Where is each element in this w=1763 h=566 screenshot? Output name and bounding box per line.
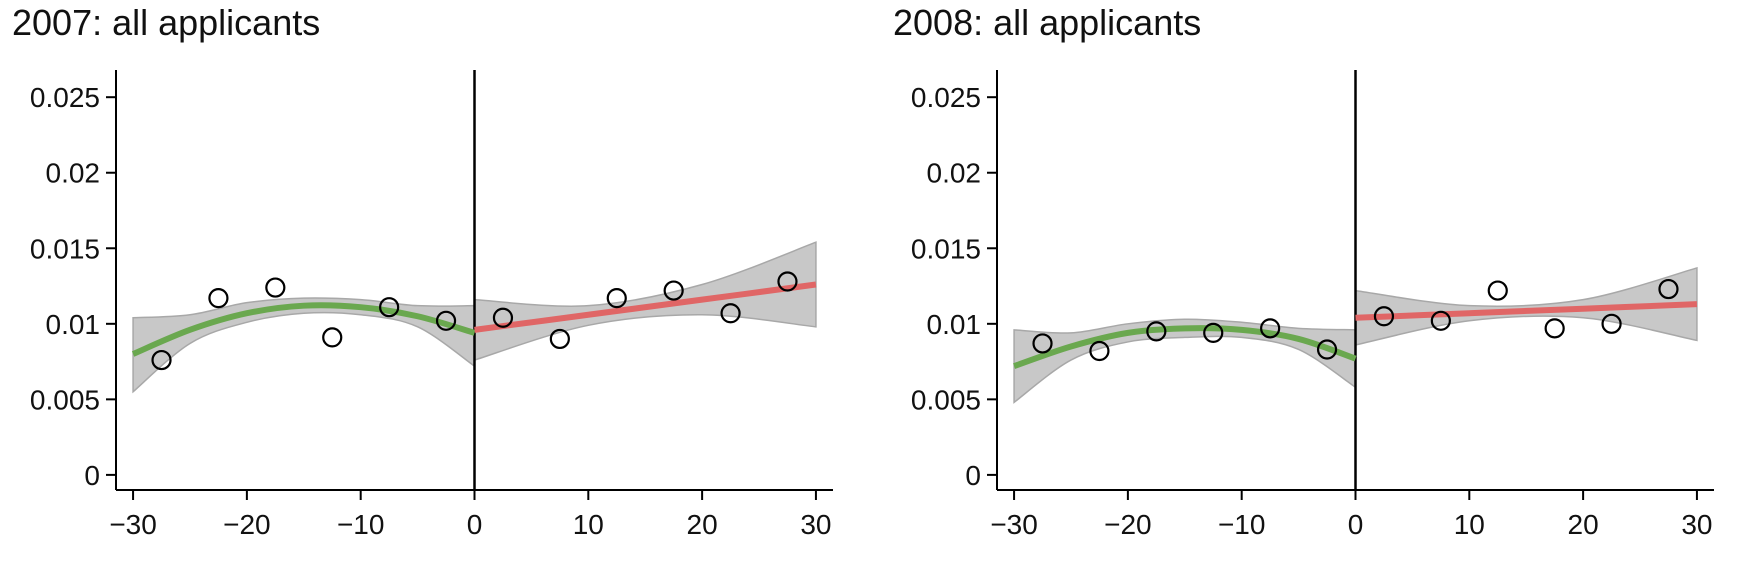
y-tick-label: 0.02 xyxy=(46,158,101,189)
y-tick-label: 0.005 xyxy=(911,384,981,415)
x-tick-label: 0 xyxy=(1348,509,1364,540)
fit-line-right xyxy=(1355,301,1698,321)
data-point xyxy=(492,307,514,328)
ci-band-left xyxy=(1013,318,1357,404)
y-tick-label: 0 xyxy=(965,460,981,491)
y-tick-label: 0.025 xyxy=(30,82,100,113)
chart-panel-2008: 2008: all applicants 0 0.005 0.01 0.015 0.02… xyxy=(881,0,1762,566)
data-point xyxy=(663,280,684,301)
y-tick-label: 0.01 xyxy=(46,309,101,340)
x-tick-label: −20 xyxy=(223,509,271,540)
data-point xyxy=(1260,318,1281,339)
fit-line-left xyxy=(1013,325,1357,369)
data-point xyxy=(322,327,343,348)
chart-title: 2007: all applicants xyxy=(12,2,321,43)
y-tick-label: 0.02 xyxy=(927,158,982,189)
data-point xyxy=(1487,280,1508,301)
ci-band-right xyxy=(1354,266,1698,346)
data-point xyxy=(1430,310,1451,331)
data-point xyxy=(151,349,172,371)
data-point xyxy=(1032,333,1053,354)
data-point xyxy=(1089,340,1110,362)
data-point xyxy=(1203,322,1224,343)
data-point xyxy=(435,310,457,331)
chart-title: 2008: all applicants xyxy=(893,2,1202,43)
x-tick-label: 20 xyxy=(1568,509,1599,540)
ci-band-left xyxy=(132,297,476,394)
x-tick-label: 30 xyxy=(800,509,831,540)
data-point xyxy=(208,288,229,309)
x-tick-label: 10 xyxy=(573,509,604,540)
x-tick-label: −30 xyxy=(990,509,1038,540)
data-point xyxy=(1316,339,1338,360)
fit-line-right xyxy=(474,281,817,333)
data-point xyxy=(1601,313,1622,334)
chart-svg-2008: 0 0.005 0.01 0.015 0.02 0.025 −30 −20 −10 0 10 20 30 xyxy=(911,70,1714,540)
data-point xyxy=(379,297,400,318)
y-tick-label: 0.005 xyxy=(30,384,100,415)
data-point xyxy=(777,271,798,292)
y-tick-label: 0.01 xyxy=(927,309,982,340)
y-tick-label: 0.015 xyxy=(30,233,100,264)
x-tick-label: −30 xyxy=(109,509,157,540)
data-point xyxy=(1146,321,1167,342)
data-point xyxy=(1658,278,1679,300)
data-point xyxy=(549,328,570,350)
x-tick-label: 10 xyxy=(1454,509,1485,540)
data-point xyxy=(720,303,741,324)
x-tick-label: −10 xyxy=(337,509,385,540)
chart-svg-2007: 0 0.005 0.01 0.015 0.02 0.025 −30 −20 −10 0 10 20 30 xyxy=(30,70,833,540)
x-tick-label: 20 xyxy=(687,509,718,540)
y-tick-label: 0.015 xyxy=(911,233,981,264)
x-tick-label: 30 xyxy=(1681,509,1712,540)
y-tick-label: 0 xyxy=(84,460,100,491)
data-point xyxy=(1544,318,1565,339)
fit-line-left xyxy=(131,302,476,357)
ci-band-right xyxy=(473,241,817,362)
data-point xyxy=(606,288,627,309)
chart-panel-2007: 2007: all applicants 0 0.005 0.01 0.015 0.02… xyxy=(0,0,881,566)
x-tick-label: −10 xyxy=(1218,509,1266,540)
x-tick-label: 0 xyxy=(467,509,483,540)
data-point xyxy=(1373,306,1395,327)
y-tick-label: 0.025 xyxy=(911,82,981,113)
x-tick-label: −20 xyxy=(1104,509,1152,540)
data-point xyxy=(265,277,286,298)
